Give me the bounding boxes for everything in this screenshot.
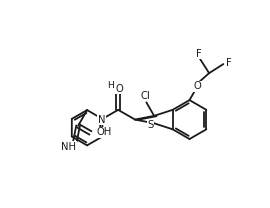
Text: H: H	[107, 81, 114, 90]
Text: F: F	[196, 49, 202, 59]
Text: O: O	[194, 81, 201, 91]
Text: O: O	[115, 84, 123, 94]
Text: F: F	[226, 58, 232, 68]
Text: N: N	[98, 115, 105, 125]
Text: NH: NH	[61, 142, 76, 152]
Text: OH: OH	[96, 128, 112, 137]
Text: Cl: Cl	[140, 91, 150, 101]
Text: S: S	[147, 120, 153, 130]
